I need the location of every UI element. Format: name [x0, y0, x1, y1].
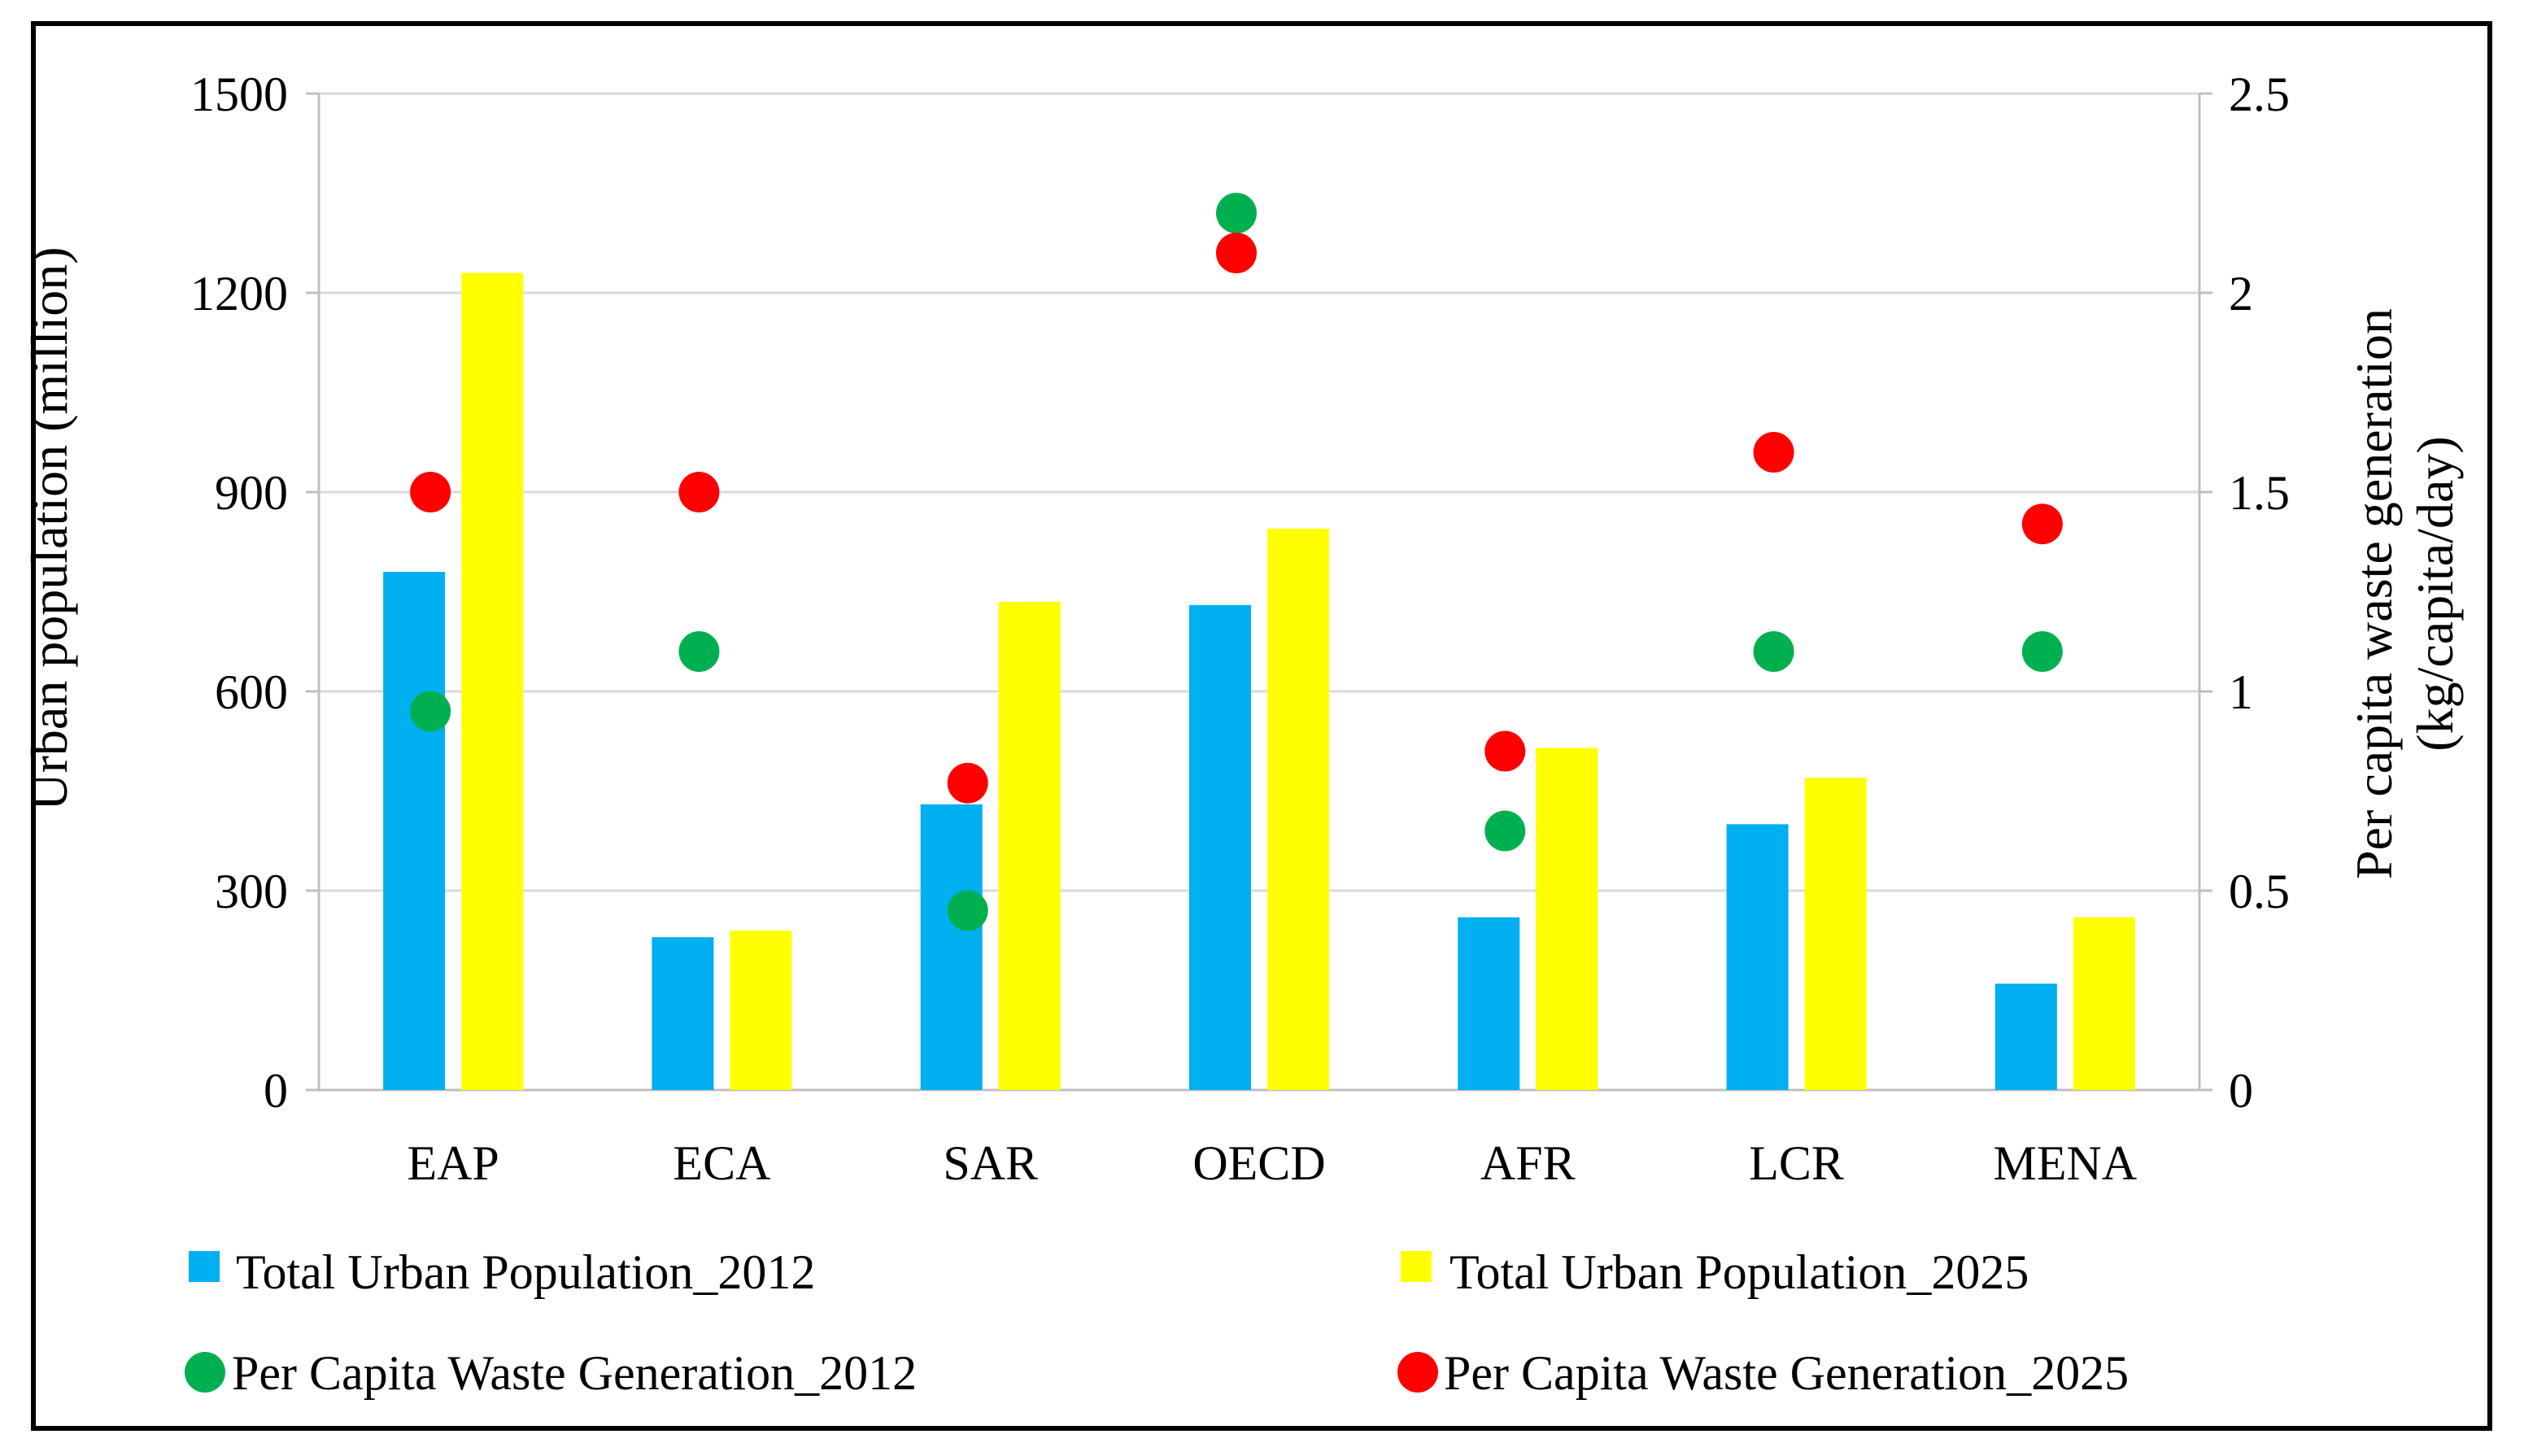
data-point — [1216, 233, 1257, 273]
data-point — [410, 691, 451, 732]
y-tick-label: 300 — [215, 865, 288, 918]
gridlines — [319, 92, 2199, 892]
legend-label-urban-2012: Total Urban Population_2012 — [236, 1245, 815, 1299]
legend-swatch-urban-2025 — [1401, 1251, 1432, 1282]
y2-axis-title-line1: Per capita waste generation — [2345, 308, 2403, 879]
legend-label-urban-2025: Total Urban Population_2025 — [1449, 1245, 2029, 1299]
points — [410, 193, 2063, 931]
legend-label-waste-2012: Per Capita Waste Generation_2012 — [232, 1346, 917, 1400]
bar — [1726, 824, 1789, 1090]
x-tick-label: SAR — [943, 1136, 1038, 1190]
y2-tick-label: 0 — [2229, 1064, 2253, 1118]
bar — [1536, 748, 1598, 1090]
data-point — [678, 472, 720, 512]
data-point — [947, 762, 988, 804]
data-point — [678, 631, 720, 672]
bars — [383, 272, 2135, 1090]
bar — [998, 601, 1061, 1090]
x-tick-label: MENA — [1994, 1136, 2138, 1190]
bar — [461, 272, 524, 1090]
bar — [1804, 778, 1867, 1090]
bar — [1189, 604, 1251, 1090]
bar — [1458, 917, 1520, 1090]
bar — [730, 931, 792, 1090]
y2-tick-label: 1 — [2229, 665, 2253, 719]
y-tick-label: 0 — [264, 1064, 288, 1118]
data-point — [2021, 631, 2063, 672]
legend-swatch-urban-2012 — [189, 1251, 220, 1282]
tick-labels: 0 300 600 900 1200 1500 0 0.5 1 1.5 2 2.5 EAP ECA SAR O… — [190, 68, 2290, 1190]
data-point — [1484, 810, 1526, 852]
x-tick-label: AFR — [1480, 1136, 1576, 1190]
data-point — [1753, 432, 1794, 473]
y2-tick-label: 0.5 — [2229, 865, 2290, 918]
bar — [2073, 917, 2135, 1090]
y-tick-label: 1500 — [190, 68, 288, 121]
y2-axis-title-line2: (kg/capita/day) — [2406, 436, 2464, 751]
bar — [383, 572, 446, 1090]
data-point — [2021, 503, 2063, 545]
y-axis-title: Urban population (million) — [20, 246, 78, 810]
data-point — [410, 472, 451, 512]
data-point — [1216, 193, 1257, 233]
y2-tick-label: 2 — [2229, 267, 2253, 320]
y2-tick-label: 2.5 — [2229, 68, 2290, 121]
bar — [920, 804, 983, 1090]
axes — [306, 92, 2212, 1092]
bar — [1994, 983, 2057, 1090]
legend-marker-waste-2012 — [185, 1352, 225, 1393]
data-point — [947, 890, 988, 931]
x-tick-label: LCR — [1749, 1136, 1844, 1190]
x-tick-label: EAP — [407, 1136, 499, 1190]
y-tick-label: 900 — [215, 466, 288, 520]
y2-tick-label: 1.5 — [2229, 466, 2290, 520]
x-tick-label: OECD — [1192, 1136, 1325, 1190]
data-point — [1484, 730, 1526, 772]
legend-marker-waste-2025 — [1397, 1352, 1438, 1393]
legend-label-waste-2025: Per Capita Waste Generation_2025 — [1444, 1346, 2129, 1400]
data-point — [1753, 631, 1794, 672]
bar — [652, 937, 714, 1090]
x-tick-label: ECA — [673, 1136, 770, 1190]
legend: Total Urban Population_2012 Total Urban … — [185, 1245, 2129, 1400]
y-tick-label: 1200 — [190, 267, 288, 320]
y-tick-label: 600 — [215, 665, 288, 719]
bar — [1267, 528, 1329, 1090]
